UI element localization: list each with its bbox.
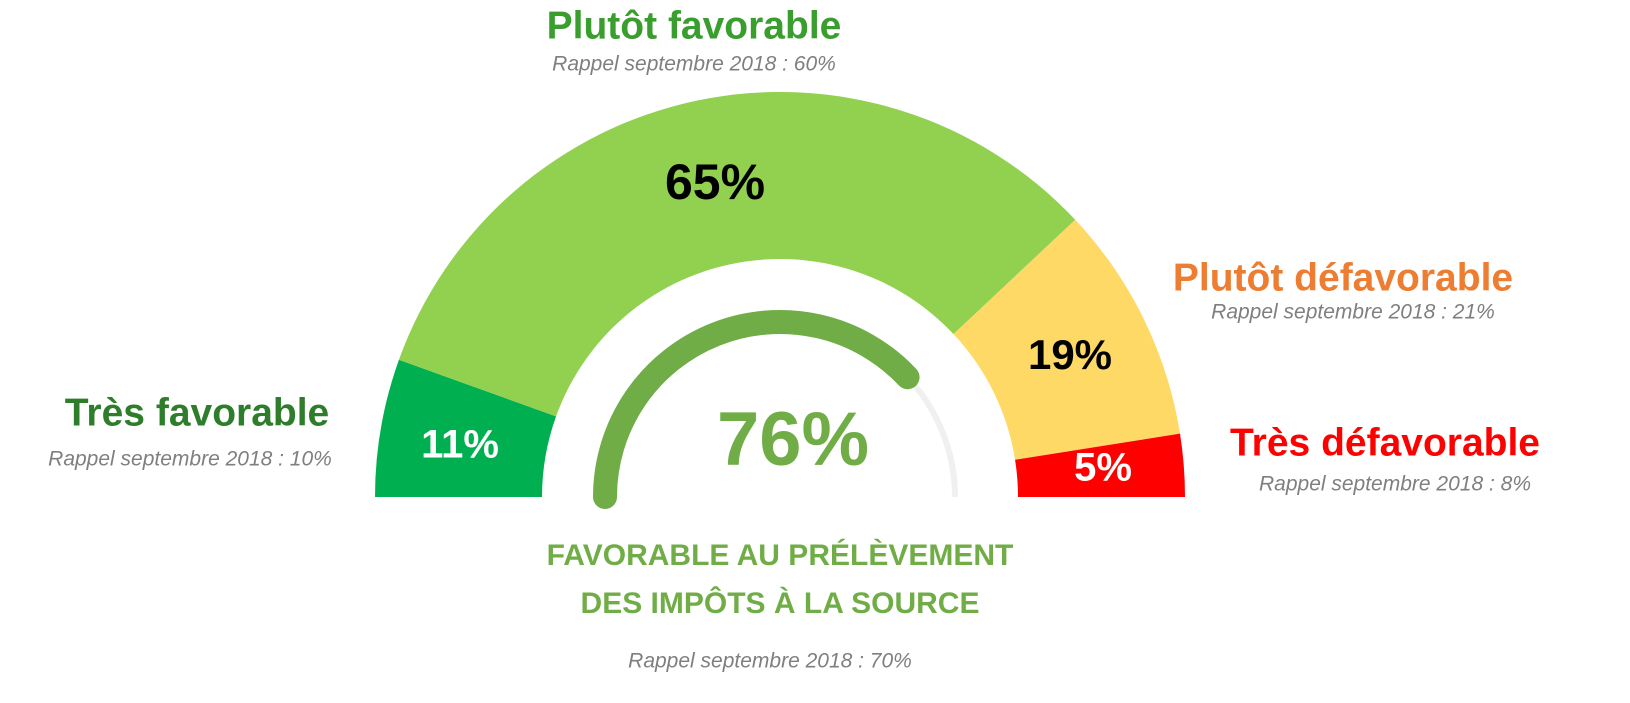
value-label: 65% [665,154,765,210]
category-label: Très favorable [65,391,329,434]
recall-label: Rappel septembre 2018 : 10% [48,448,332,471]
category-label: Plutôt favorable [547,4,842,47]
category-label: Très défavorable [1230,421,1540,464]
center-recall: Rappel septembre 2018 : 70% [628,650,912,673]
gauge-arc [593,310,920,509]
recall-label: Rappel septembre 2018 : 8% [1259,473,1531,496]
segment [375,359,557,497]
recall-label: Rappel septembre 2018 : 21% [1211,301,1495,324]
value-label: 11% [421,423,499,467]
category-label: Plutôt défavorable [1173,256,1513,299]
segment [953,219,1181,460]
recall-label: Rappel septembre 2018 : 60% [552,53,836,76]
segment [1015,433,1185,497]
center-value: 76% [717,397,869,482]
value-label: 19% [1028,331,1112,378]
center-title: DES IMPÔTS À LA SOURCE [581,586,980,620]
segment [398,91,1076,417]
value-label: 5% [1074,446,1132,490]
center-title: FAVORABLE AU PRÉLÈVEMENT [547,538,1014,572]
